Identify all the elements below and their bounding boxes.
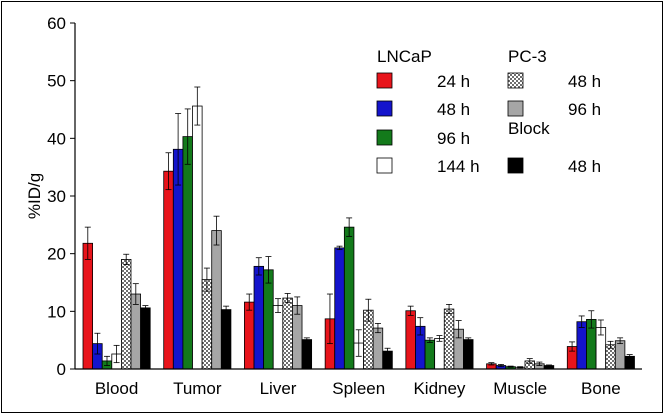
bar bbox=[424, 339, 436, 370]
legend-swatch bbox=[507, 100, 524, 117]
legend-swatch bbox=[376, 157, 393, 174]
x-category-label: Blood bbox=[95, 379, 138, 398]
bar bbox=[272, 305, 284, 370]
x-category-label: Spleen bbox=[332, 379, 385, 398]
bar bbox=[253, 265, 265, 370]
bar bbox=[463, 339, 474, 370]
bar bbox=[140, 307, 151, 370]
legend-swatch bbox=[376, 129, 393, 146]
bar bbox=[292, 305, 303, 370]
bar bbox=[434, 338, 445, 370]
legend-label: 48 h bbox=[437, 100, 470, 119]
y-tick-label: 50 bbox=[47, 72, 66, 91]
legend-label: 96 h bbox=[568, 100, 601, 119]
legend-label: 48 h bbox=[568, 72, 601, 91]
y-tick-label: 60 bbox=[47, 14, 66, 33]
legend-label: 24 h bbox=[437, 72, 470, 91]
bar bbox=[282, 297, 293, 370]
y-axis-label: %ID/g bbox=[25, 173, 44, 219]
bar bbox=[443, 308, 455, 370]
y-tick-label: 20 bbox=[47, 245, 66, 264]
legend-group-title: Block bbox=[508, 119, 550, 138]
legend: LNCaP PC-3 Block 24 h 48 h 96 h 144 h 48 h 96 h 4… bbox=[376, 47, 601, 176]
bar bbox=[121, 259, 132, 370]
bar bbox=[263, 269, 274, 370]
legend-label: 144 h bbox=[437, 157, 480, 176]
x-category-label: Kidney bbox=[413, 379, 465, 398]
legend-swatch bbox=[507, 72, 524, 89]
bar bbox=[576, 321, 587, 370]
legend-label: 48 h bbox=[568, 157, 601, 176]
x-category-labels: Blood Tumor Liver Spleen Kidney Muscle Bone bbox=[95, 379, 621, 398]
bar bbox=[614, 340, 626, 370]
bar bbox=[372, 327, 384, 370]
y-ticks: 0 10 20 30 40 50 60 bbox=[47, 14, 75, 379]
y-tick-label: 0 bbox=[57, 360, 66, 379]
legend-group-title: PC-3 bbox=[508, 47, 547, 66]
x-category-label: Bone bbox=[581, 379, 621, 398]
bar bbox=[220, 309, 232, 370]
x-category-label: Muscle bbox=[493, 379, 547, 398]
bar bbox=[405, 310, 416, 370]
bars-layer bbox=[82, 86, 635, 370]
y-tick-label: 40 bbox=[47, 129, 66, 148]
bar bbox=[182, 136, 193, 370]
legend-swatch bbox=[507, 157, 524, 174]
bar bbox=[301, 339, 313, 370]
x-category-label: Liver bbox=[260, 379, 297, 398]
legend-label: 96 h bbox=[437, 129, 470, 148]
bar bbox=[82, 242, 94, 370]
bar bbox=[192, 105, 203, 370]
bar bbox=[244, 301, 255, 370]
bar bbox=[163, 170, 174, 370]
bar bbox=[201, 279, 213, 370]
bar bbox=[211, 230, 222, 370]
x-category-label: Tumor bbox=[173, 379, 222, 398]
bar bbox=[130, 293, 142, 370]
legend-swatch bbox=[376, 72, 393, 89]
bar bbox=[343, 226, 355, 370]
y-tick-label: 10 bbox=[47, 302, 66, 321]
legend-swatch bbox=[376, 100, 393, 117]
axes-layer bbox=[74, 23, 642, 370]
legend-group-title: LNCaP bbox=[377, 47, 432, 66]
y-tick-label: 30 bbox=[47, 187, 66, 206]
bar bbox=[334, 247, 345, 370]
